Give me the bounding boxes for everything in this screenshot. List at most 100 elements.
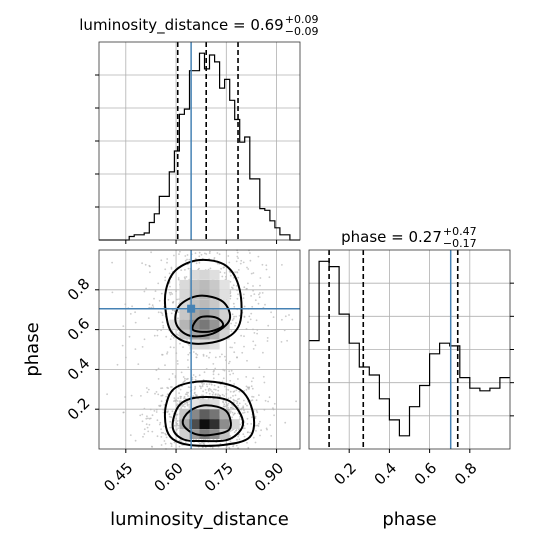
joint-scatter-point [161, 394, 164, 397]
joint-scatter-point [235, 322, 237, 324]
joint-scatter-point [295, 400, 297, 403]
joint-scatter-point [182, 405, 184, 408]
phase-hist-xlabel: phase [382, 509, 436, 530]
joint-scatter-point [247, 446, 250, 449]
joint-scatter-point [214, 367, 217, 370]
joint-scatter-point [213, 257, 216, 259]
joint-scatter-point [184, 269, 186, 271]
joint-ylabel: phase [22, 322, 43, 376]
joint-density-cell [209, 419, 220, 429]
joint-scatter-point [177, 397, 180, 400]
joint-scatter-point [229, 346, 232, 349]
joint-scatter-point [160, 431, 163, 434]
joint-scatter-point [235, 399, 237, 402]
lum-hist-title: luminosity_distance = 0.69 +0.09−0.09 [79, 13, 318, 38]
joint-xtick-label: 0.75 [201, 459, 237, 495]
joint-scatter-point [263, 408, 266, 411]
joint-scatter-point [175, 352, 178, 354]
joint-scatter-point [121, 344, 124, 347]
joint-density-cell [189, 409, 200, 420]
joint-scatter-point [152, 306, 155, 308]
joint-scatter-point [246, 423, 249, 425]
joint-ytick-label: 0.4 [64, 354, 94, 384]
joint-scatter-point [157, 282, 160, 285]
joint-scatter-point [258, 296, 261, 299]
joint-scatter-point [155, 369, 158, 372]
joint-scatter-point [195, 262, 198, 265]
joint-scatter-point [200, 441, 203, 444]
joint-scatter-point [122, 411, 125, 414]
joint-scatter-point [229, 435, 232, 437]
joint-scatter-point [261, 292, 264, 294]
joint-scatter-point [176, 329, 179, 331]
joint-scatter-point [242, 297, 245, 299]
joint-scatter-point [153, 334, 156, 337]
joint-scatter-point [238, 390, 241, 393]
joint-scatter-point [225, 388, 228, 391]
joint-scatter-point [208, 356, 210, 359]
joint-scatter-point [173, 441, 176, 444]
joint-ytick-label: 0.8 [64, 275, 94, 305]
joint-scatter-point [252, 348, 255, 350]
joint-scatter-point [175, 421, 178, 424]
joint-scatter-point [246, 411, 249, 413]
joint-scatter-point [209, 351, 211, 354]
joint-contour [171, 396, 245, 443]
joint-scatter-point [221, 275, 224, 278]
joint-scatter-point [203, 383, 205, 385]
joint-scatter-point [225, 275, 227, 278]
joint-density-cell [199, 289, 210, 300]
joint-scatter-point [194, 385, 197, 388]
joint-scatter-point [129, 313, 132, 315]
joint-scatter-point [192, 395, 195, 397]
joint-scatter-point [266, 428, 268, 431]
joint-scatter-point [142, 435, 144, 438]
joint-scatter-point [262, 351, 264, 354]
joint-scatter-point [154, 392, 156, 395]
joint-scatter-point [242, 261, 245, 264]
joint-scatter-point [146, 426, 149, 429]
joint-scatter-point [214, 356, 217, 359]
joint-scatter-point [233, 431, 236, 434]
joint-density-cell [199, 269, 210, 280]
joint-scatter-point [265, 264, 268, 267]
joint-scatter-point [233, 383, 236, 385]
joint-density-cell [189, 329, 200, 340]
joint-scatter-point [254, 441, 257, 444]
joint-scatter-point [174, 375, 177, 377]
joint-scatter-point [147, 417, 149, 420]
joint-scatter-point [159, 404, 162, 407]
joint-scatter-point [182, 403, 185, 406]
joint-scatter-point [176, 413, 179, 416]
joint-scatter-point [229, 410, 232, 413]
joint-scatter-point [242, 412, 244, 414]
joint-density-cell [179, 409, 190, 420]
joint-density-cell [189, 419, 200, 429]
joint-scatter-point [166, 261, 168, 264]
joint-scatter-point [179, 395, 182, 398]
joint-scatter-point [238, 397, 241, 400]
joint-density-cell [179, 309, 190, 320]
joint-scatter-point [286, 339, 288, 342]
joint-scatter-point [160, 259, 163, 262]
joint-scatter-point [211, 393, 214, 396]
joint-scatter-point [171, 410, 174, 413]
joint-scatter-point [232, 317, 235, 320]
joint-scatter-point [226, 404, 229, 407]
joint-scatter-point [151, 430, 154, 433]
joint-scatter-point [243, 345, 245, 348]
joint-scatter-point [246, 386, 249, 389]
joint-scatter-point [216, 262, 219, 265]
joint-scatter-point [149, 408, 152, 411]
joint-scatter-point [165, 395, 168, 398]
joint-scatter-point [227, 255, 230, 257]
joint-scatter-point [165, 335, 168, 338]
joint-scatter-point [252, 285, 254, 287]
joint-density-cell [219, 419, 230, 429]
joint-scatter-point [227, 397, 230, 400]
joint-scatter-point [161, 312, 164, 315]
joint-scatter-point [196, 394, 198, 397]
joint-scatter-point [247, 321, 249, 324]
joint-scatter-point [195, 352, 197, 355]
joint-density-cell [219, 309, 230, 320]
